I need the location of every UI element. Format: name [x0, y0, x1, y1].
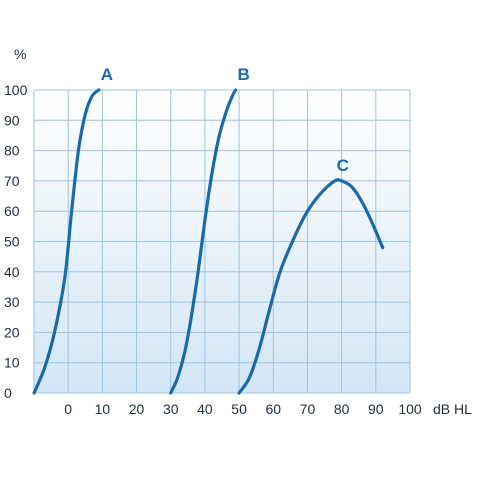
x-tick-label: 100 — [398, 401, 422, 417]
x-tick-label: 0 — [64, 401, 72, 417]
x-axis-unit: dB HL — [433, 401, 472, 417]
y-tick-label: 30 — [4, 294, 20, 310]
y-tick-label: 90 — [4, 112, 20, 128]
x-tick-label: 50 — [231, 401, 247, 417]
y-tick-label: 80 — [4, 143, 20, 159]
x-tick-label: 90 — [368, 401, 384, 417]
grid: 0 10 20 30 40 50 60 70 80 90 100 0 10 20 30 40 50 60 70 80 9… — [4, 82, 422, 417]
x-tick-label: 70 — [300, 401, 316, 417]
curve-label-b: B — [238, 65, 250, 84]
y-tick-label: 100 — [4, 82, 28, 98]
curve-a — [32, 88, 101, 395]
x-tick-label: 30 — [163, 401, 179, 417]
x-tick-label: 80 — [334, 401, 350, 417]
y-tick-label: 70 — [4, 173, 20, 189]
y-tick-label: 10 — [4, 355, 20, 371]
curve-c — [237, 178, 385, 395]
x-tick-label: 40 — [197, 401, 213, 417]
y-tick-label: 60 — [4, 203, 20, 219]
curve-b — [169, 88, 238, 395]
y-tick-label: 40 — [4, 264, 20, 280]
x-tick-label: 20 — [129, 401, 145, 417]
x-tick-label: 10 — [95, 401, 111, 417]
curve-label-a: A — [101, 65, 113, 84]
y-tick-label: 0 — [4, 385, 12, 401]
y-axis-unit: % — [14, 46, 26, 62]
series-group — [32, 88, 385, 395]
x-tick-label: 60 — [265, 401, 281, 417]
y-tick-label: 20 — [4, 324, 20, 340]
curve-label-c: C — [337, 156, 349, 175]
y-tick-label: 50 — [4, 234, 20, 250]
labels-group: A B C — [101, 65, 349, 175]
